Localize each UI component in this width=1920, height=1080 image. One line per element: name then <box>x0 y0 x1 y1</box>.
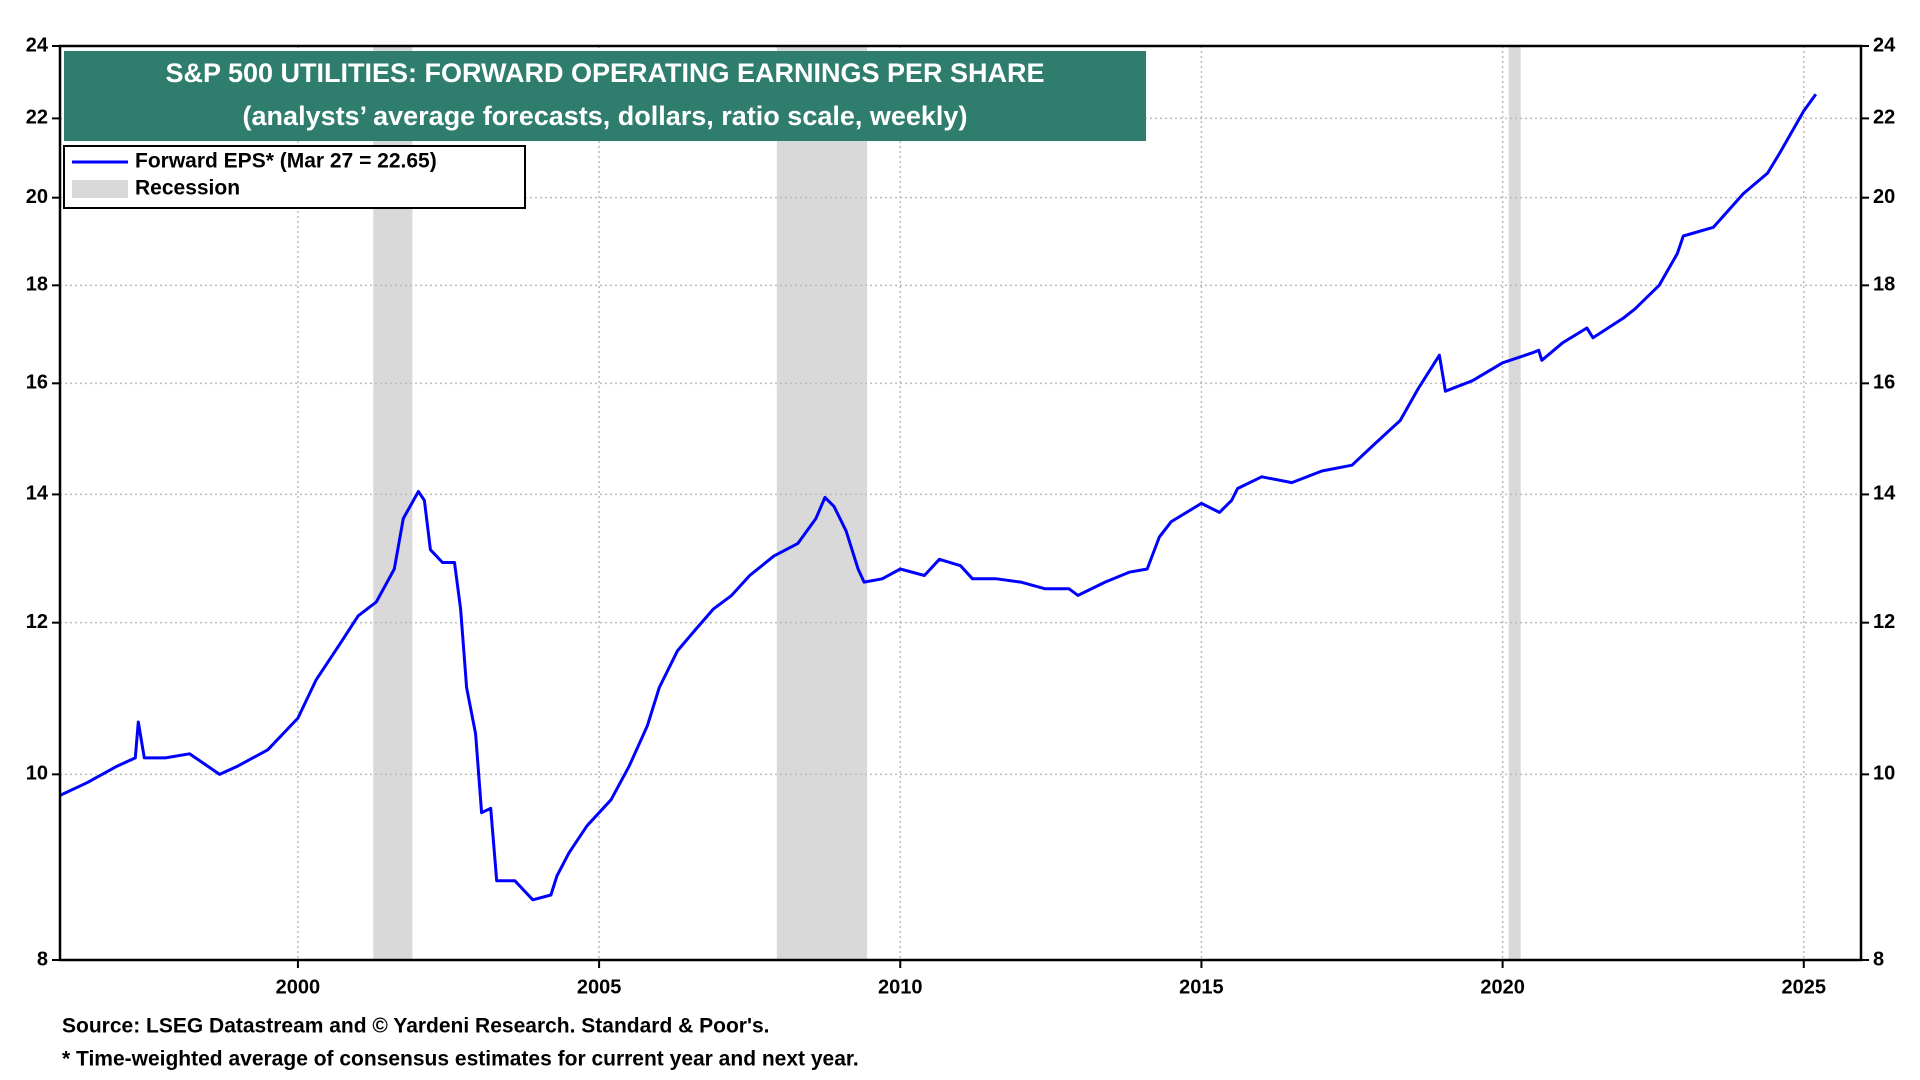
y-tick-label-left: 20 <box>26 186 48 208</box>
recession-band <box>1508 46 1521 960</box>
y-tick-label-right: 24 <box>1873 34 1896 56</box>
y-tick-label-left: 24 <box>26 34 49 56</box>
y-tick-label-right: 18 <box>1873 274 1895 296</box>
x-tick-label: 2000 <box>276 976 321 998</box>
y-tick-label-left: 18 <box>26 274 48 296</box>
y-tick-label-left: 14 <box>26 483 49 505</box>
legend-label: Forward EPS* (Mar 27 = 22.65) <box>135 150 437 173</box>
y-tick-label-right: 16 <box>1873 372 1895 394</box>
legend-box <box>63 145 526 209</box>
y-tick-label-left: 16 <box>26 372 48 394</box>
y-tick-label-left: 10 <box>26 763 48 785</box>
x-tick-label: 2025 <box>1782 976 1827 998</box>
y-tick-label-right: 20 <box>1873 186 1895 208</box>
y-tick-label-left: 12 <box>26 611 48 633</box>
x-tick-label: 2015 <box>1179 976 1224 998</box>
y-tick-label-left: 8 <box>37 948 48 970</box>
eps-line <box>59 93 1818 902</box>
x-tick-label: 2005 <box>577 976 622 998</box>
legend-label: Recession <box>135 177 240 200</box>
footnote: * Time-weighted average of consensus est… <box>62 1048 859 1071</box>
y-tick-label-right: 14 <box>1873 483 1896 505</box>
y-tick-label-right: 8 <box>1873 948 1884 970</box>
chart-subtitle: (analysts’ average forecasts, dollars, r… <box>243 101 968 131</box>
plot-frame <box>58 44 1863 962</box>
y-tick-label-right: 10 <box>1873 763 1895 785</box>
y-tick-label-left: 22 <box>26 107 48 129</box>
title-box <box>64 51 1146 141</box>
legend-swatch <box>72 180 128 198</box>
x-tick-label: 2010 <box>878 976 923 998</box>
chart-title: S&P 500 UTILITIES: FORWARD OPERATING EAR… <box>165 58 1044 88</box>
y-tick-label-right: 12 <box>1873 611 1895 633</box>
x-tick-label: 2020 <box>1480 976 1525 998</box>
y-tick-label-right: 22 <box>1873 107 1895 129</box>
source-note: Source: LSEG Datastream and © Yardeni Re… <box>62 1015 769 1038</box>
